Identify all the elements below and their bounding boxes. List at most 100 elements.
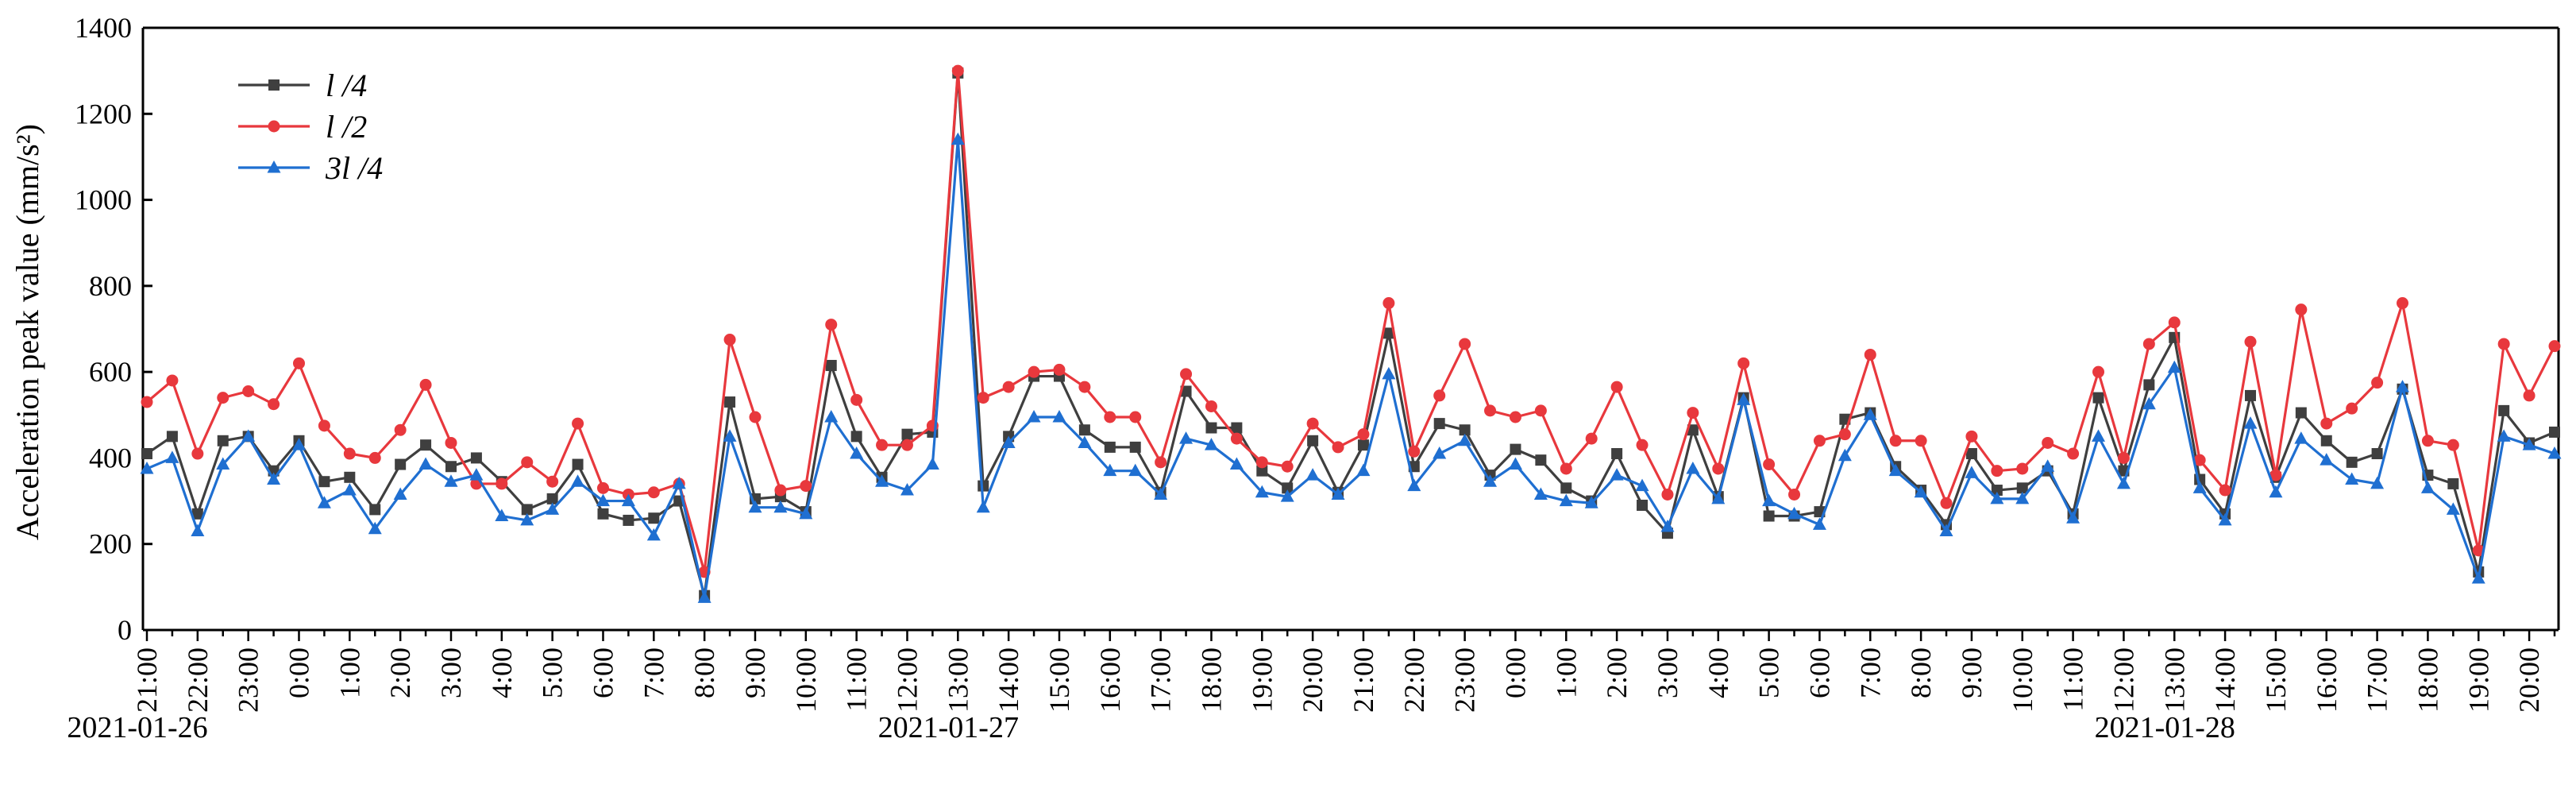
data-point (191, 524, 205, 536)
legend-marker (267, 160, 281, 173)
data-point (469, 468, 484, 481)
data-point (1763, 510, 1775, 522)
data-point (697, 590, 711, 603)
data-point (267, 472, 281, 485)
data-point (2346, 402, 2358, 415)
data-point (2116, 476, 2131, 489)
data-point (1128, 463, 1143, 477)
data-point (141, 396, 153, 408)
data-point (976, 500, 990, 513)
data-point (1888, 463, 1903, 477)
data-point (1813, 435, 1826, 447)
x-tick-label: 10:00 (2007, 647, 2038, 713)
x-tick-label: 16:00 (2311, 647, 2343, 713)
x-tick-label: 3:00 (1652, 647, 1683, 698)
x-tick-label: 8:00 (1905, 647, 1937, 698)
data-point (1914, 485, 1928, 498)
data-point (2447, 439, 2459, 451)
data-point (395, 458, 407, 470)
data-point (1990, 491, 2004, 504)
data-point (2218, 512, 2232, 526)
data-point (1838, 428, 1851, 441)
data-point (1356, 463, 1371, 477)
data-point (1889, 435, 1902, 447)
data-point (344, 471, 356, 483)
data-point (166, 431, 178, 443)
data-point (393, 487, 407, 500)
data-point (1637, 499, 1649, 511)
data-point (1533, 487, 1548, 500)
data-point (495, 508, 509, 522)
data-point (2346, 456, 2358, 468)
data-point (242, 385, 255, 398)
data-point (2497, 338, 2510, 350)
date-label: 2021-01-28 (2095, 711, 2235, 744)
data-point (2015, 491, 2030, 504)
data-point (2370, 476, 2385, 489)
data-point (2345, 472, 2359, 485)
data-point (1305, 468, 1320, 481)
data-point (1104, 441, 1116, 453)
data-point (1205, 422, 1217, 434)
data-point (1433, 418, 1445, 430)
data-point (2167, 360, 2181, 373)
data-point (1686, 461, 1700, 474)
data-point (1560, 482, 1572, 494)
data-point (748, 500, 762, 513)
data-point (1078, 424, 1090, 436)
data-point (1559, 493, 1573, 507)
data-point (1965, 466, 1979, 478)
data-point (165, 450, 179, 463)
data-point (1660, 520, 1675, 532)
data-point (900, 483, 914, 496)
y-tick-label: 1200 (75, 98, 132, 129)
data-point (774, 484, 787, 497)
data-point (621, 493, 635, 507)
legend-marker (268, 79, 280, 91)
data-point (291, 438, 306, 450)
x-tick-label: 2:00 (384, 647, 416, 698)
data-point (2523, 389, 2536, 402)
data-point (1433, 446, 1447, 459)
data-point (951, 132, 965, 145)
data-point (394, 423, 407, 436)
date-label: 2021-01-27 (878, 711, 1019, 744)
data-point (317, 496, 331, 508)
data-point (1129, 411, 1142, 423)
data-point (445, 461, 457, 473)
data-point (1788, 488, 1801, 501)
x-tick-label: 22:00 (182, 647, 214, 713)
x-tick-label: 18:00 (2412, 647, 2443, 713)
data-point (723, 334, 736, 346)
data-point (1282, 482, 1294, 494)
data-point (1255, 485, 1269, 498)
data-point (520, 512, 534, 526)
data-point (2142, 396, 2156, 410)
data-point (596, 493, 610, 507)
data-point (647, 486, 660, 499)
data-point (2522, 438, 2536, 450)
data-point (1661, 488, 1674, 501)
x-tick-label: 5:00 (537, 647, 569, 698)
x-tick-label: 12:00 (891, 647, 923, 713)
data-point (1180, 385, 1192, 397)
data-point (470, 452, 482, 464)
series-line (145, 69, 2556, 574)
series-2 (140, 132, 2562, 603)
x-tick-label: 9:00 (739, 647, 771, 698)
data-point (1408, 445, 1421, 458)
x-tick-label: 0:00 (283, 647, 314, 698)
x-tick-label: 7:00 (1854, 647, 1886, 698)
data-point (2547, 446, 2562, 459)
data-point (2497, 429, 2511, 442)
legend-label: 3l /4 (325, 150, 383, 186)
data-point (1129, 441, 1141, 453)
data-point (1965, 430, 1978, 443)
data-point (342, 483, 357, 496)
data-point (2219, 484, 2231, 497)
data-point (1255, 456, 1268, 469)
x-tick-label: 17:00 (1145, 647, 1177, 713)
data-point (1180, 368, 1193, 381)
data-point (571, 474, 585, 487)
data-point (1510, 443, 1521, 455)
